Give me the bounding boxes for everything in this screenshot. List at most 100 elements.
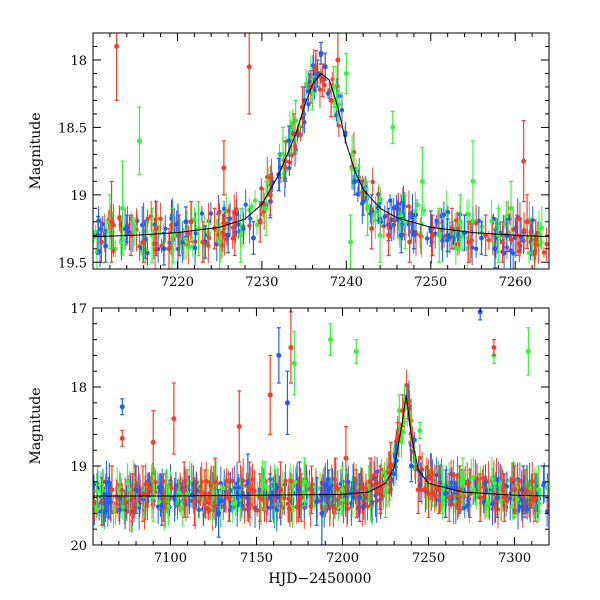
cloud-point [234,206,239,212]
cloud-point [451,236,457,241]
marker [225,232,231,238]
plot-frame [92,307,550,546]
data-point [319,481,325,545]
cloud-point [322,482,328,487]
marker [466,239,472,245]
data-point [136,106,142,176]
x-tick-label: 7250 [412,551,445,566]
data-point [267,354,273,435]
data-point [331,66,337,108]
marker [141,239,147,245]
data-point [109,465,115,515]
data-point [491,339,497,356]
cloud-point [530,218,535,223]
cloud-point [541,482,546,488]
marker [320,77,326,83]
plot-area [93,33,549,269]
cloud-point [93,482,97,487]
y-tick-label: 19.5 [58,256,87,271]
data-point [247,461,253,518]
cloud-point [180,240,185,245]
cloud-point [274,507,279,513]
cloud-point [95,507,100,512]
marker [226,495,232,501]
marker [477,495,483,501]
data-point [353,339,359,364]
cloud-point [381,223,387,229]
cloud-point [344,502,350,507]
cloud-point [528,230,533,235]
cloud-point [196,507,202,513]
marker [377,232,383,238]
marker [119,435,125,441]
data-point [483,214,489,257]
cloud-point [259,186,264,191]
cloud-point [205,500,211,505]
cloud-point [172,497,177,502]
marker [119,404,125,410]
cloud-point [504,498,510,504]
cloud-point [145,216,150,221]
cloud-point [132,224,138,229]
cloud-point [351,495,356,500]
marker [446,495,452,501]
marker [257,219,263,225]
marker [495,232,501,238]
marker [161,246,167,252]
data-point [119,398,125,416]
data-point [328,83,334,118]
data-point [388,441,394,491]
data-point [98,221,104,263]
data-point [457,194,463,250]
cloud-point [432,493,438,498]
cloud-point [336,102,342,107]
cloud-point [415,202,421,208]
data-point [221,140,227,196]
data-point [525,327,531,376]
cloud-point [544,241,549,247]
marker [246,64,252,70]
data-point [466,221,472,263]
cloud-point [227,508,232,513]
cloud-point [391,222,397,228]
x-tick-label: 7260 [499,275,532,290]
cloud-point [517,478,523,484]
cloud-point [486,237,491,243]
data-point [192,477,198,526]
cloud-point [382,214,387,219]
cloud-point [120,488,125,493]
marker [314,499,320,505]
cloud-point [226,208,231,213]
cloud-point [155,246,161,252]
data-point [477,473,483,522]
marker [407,239,413,245]
marker [419,178,425,184]
data-point [348,214,354,269]
marker [512,487,518,493]
data-point [536,465,542,515]
marker [396,408,402,414]
x-tick-label: 7100 [154,551,187,566]
marker [280,151,286,157]
cloud-point [168,482,173,487]
marker [109,219,115,225]
marker [238,232,244,238]
cloud-point [504,214,509,220]
data-point [257,473,263,522]
data-point [327,323,333,356]
marker [185,491,191,497]
marker [262,483,268,489]
cloud-point [515,497,520,502]
marker [103,243,109,249]
cloud-point [221,485,226,491]
data-point [141,221,147,263]
cloud-point [145,250,150,256]
data-point [364,180,370,236]
cloud-point [117,507,122,513]
bottom-panel: 7100 7150 7200 7250 7300 17 18 19 20 Magnitude [28,302,550,566]
cloud-point [293,479,298,485]
cloud-point [247,223,252,228]
marker [98,239,104,245]
marker [319,510,325,516]
cloud-point [361,504,366,509]
